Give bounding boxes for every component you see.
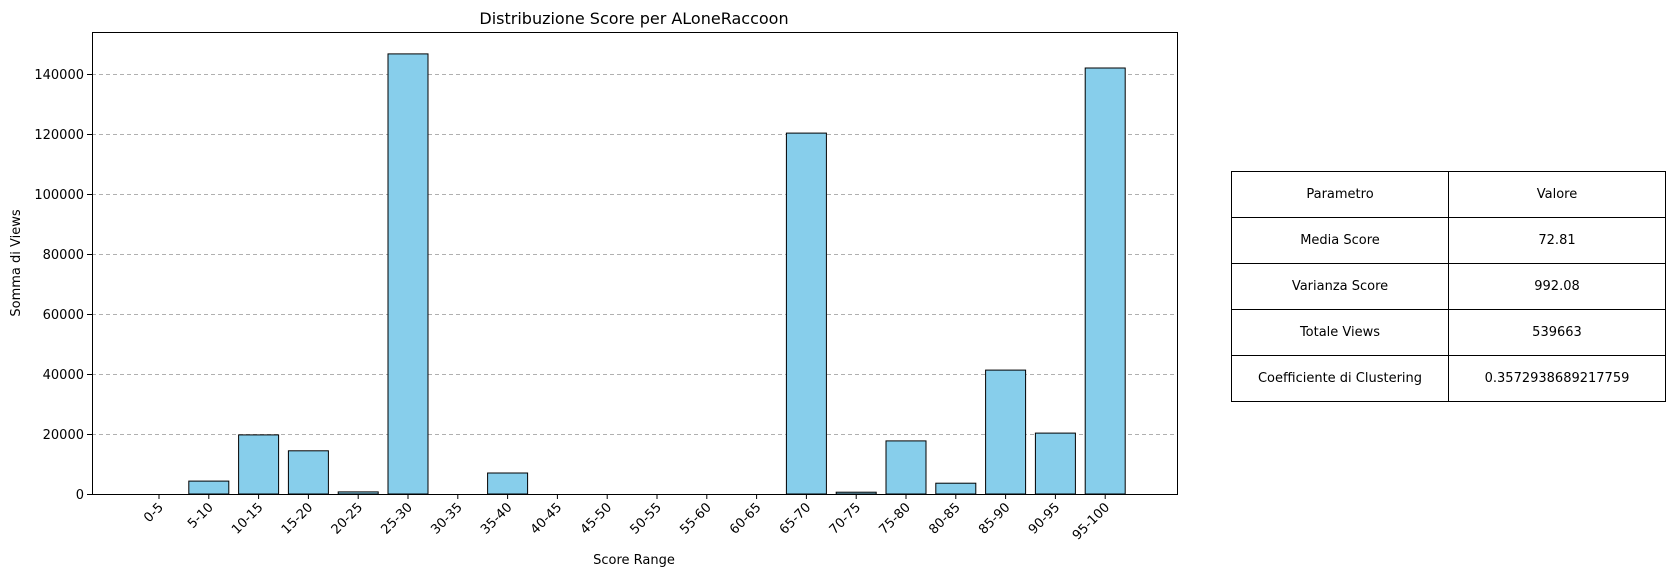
bar: [1034, 432, 1076, 495]
table-cell: Totale Views: [1231, 309, 1449, 356]
y-tick-label: 80000: [43, 248, 84, 263]
x-tick-label: 20-25: [329, 500, 366, 537]
x-tick-label: 5-10: [185, 500, 216, 531]
table-row: Coefficiente di Clustering 0.35729386892…: [1231, 355, 1666, 402]
x-tick-label: 10-15: [229, 500, 266, 537]
x-tick-label: 0-5: [141, 500, 167, 526]
table-row: Varianza Score 992.08: [1231, 263, 1666, 310]
x-tick-label: 70-75: [827, 500, 864, 537]
table-cell: 539663: [1448, 309, 1666, 356]
x-tick-label: 60-65: [727, 500, 764, 537]
bar: [337, 491, 379, 495]
x-axis-title: Score Range: [593, 553, 675, 568]
bar: [835, 491, 877, 495]
bar: [387, 53, 429, 495]
stats-table: Parametro Valore Media Score 72.81 Varia…: [1231, 171, 1666, 402]
table-row: Media Score 72.81: [1231, 217, 1666, 264]
bar: [785, 132, 827, 495]
x-tick-label: 25-30: [379, 500, 416, 537]
table-header-row: Parametro Valore: [1231, 171, 1666, 218]
x-tick-label: 55-60: [677, 500, 714, 537]
x-tick-label: 90-95: [1026, 500, 1063, 537]
y-tick-label: 120000: [34, 128, 84, 143]
bar: [238, 434, 280, 495]
bar: [885, 440, 927, 495]
x-tick-label: 95-100: [1070, 500, 1113, 543]
table-cell: Varianza Score: [1231, 263, 1449, 310]
table-header-cell: Parametro: [1231, 171, 1449, 218]
chart-title: Distribuzione Score per ALoneRaccoon: [479, 9, 788, 28]
x-tick-label: 80-85: [926, 500, 963, 537]
x-tick-label: 30-35: [428, 500, 465, 537]
bar: [935, 482, 977, 495]
table-cell: Media Score: [1231, 217, 1449, 264]
bar: [985, 369, 1027, 495]
x-tick-label: 65-70: [777, 500, 814, 537]
y-tick-label: 0: [76, 488, 84, 503]
bar: [188, 480, 230, 495]
table-cell: Coefficiente di Clustering: [1231, 355, 1449, 402]
y-tick-label: 100000: [34, 188, 84, 203]
y-axis-title: Somma di Views: [9, 209, 24, 316]
bar: [287, 450, 329, 495]
table-header-cell: Valore: [1448, 171, 1666, 218]
plot-frame: [92, 32, 1178, 495]
y-tick-label: 40000: [43, 368, 84, 383]
y-tick-label: 140000: [34, 68, 84, 83]
x-tick-label: 45-50: [578, 500, 615, 537]
table-cell: 992.08: [1448, 263, 1666, 310]
x-tick-label: 50-55: [628, 500, 665, 537]
x-tick-label: 75-80: [877, 500, 914, 537]
table-cell: 0.3572938689217759: [1448, 355, 1666, 402]
x-tick-label: 35-40: [478, 500, 515, 537]
bars: [188, 53, 1126, 495]
bar: [1084, 67, 1126, 495]
bar: [487, 472, 529, 495]
y-tick-label: 20000: [43, 428, 84, 443]
y-tick-label: 60000: [43, 308, 84, 323]
x-tick-label: 40-45: [528, 500, 565, 537]
x-axis: 0-5 5-10 10-15 15-20 20-25 25-30 30-35 35-40 40-…: [141, 494, 1113, 543]
x-tick-label: 15-20: [279, 500, 316, 537]
table-row: Totale Views 539663: [1231, 309, 1666, 356]
table-cell: 72.81: [1448, 217, 1666, 264]
x-tick-label: 85-90: [976, 500, 1013, 537]
y-axis: 0 20000 40000 60000 80000 100000 120000 140000: [34, 68, 92, 503]
